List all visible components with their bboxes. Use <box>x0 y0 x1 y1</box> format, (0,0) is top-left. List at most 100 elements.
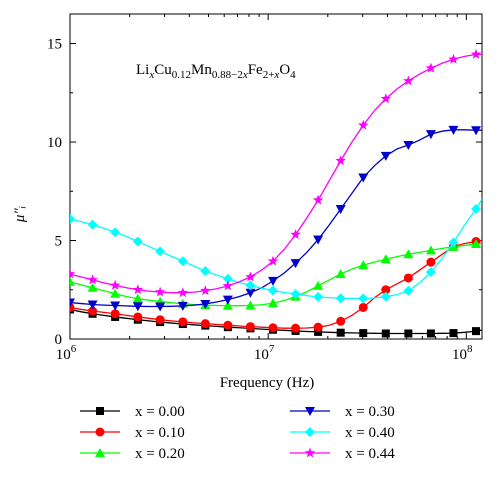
data-point <box>403 285 414 296</box>
data-point <box>312 194 324 205</box>
annotation-part: 4 <box>290 69 296 81</box>
data-point <box>290 229 301 240</box>
data-point <box>133 312 143 322</box>
data-point <box>358 302 368 312</box>
legend-marker <box>305 407 315 416</box>
y-tick-label: 5 <box>55 234 63 250</box>
data-point <box>110 309 120 319</box>
legend-item: x = 0.44 <box>290 446 395 462</box>
data-point <box>403 249 414 259</box>
data-point <box>110 288 121 298</box>
data-point <box>448 237 459 248</box>
data-point <box>87 300 98 310</box>
data-point <box>404 329 413 338</box>
data-point <box>358 119 369 130</box>
data-point <box>132 284 144 295</box>
data-point <box>268 323 278 333</box>
data-point <box>313 235 324 245</box>
legend-label: x = 0.10 <box>135 425 185 441</box>
data-point <box>426 257 436 267</box>
legend-item: x = 0.00 <box>80 404 185 420</box>
data-point <box>155 246 166 257</box>
data-point <box>381 329 390 338</box>
data-point <box>336 328 345 337</box>
annotation-part: x <box>242 69 248 81</box>
data-point <box>448 125 459 135</box>
x-tick-exponent: 8 <box>467 343 473 355</box>
data-point <box>245 300 256 310</box>
data-point <box>245 271 256 282</box>
data-point <box>132 293 143 303</box>
legend-label: x = 0.20 <box>135 446 185 462</box>
data-point <box>381 285 391 295</box>
legend-marker <box>96 407 104 415</box>
data-point <box>70 213 75 224</box>
data-point <box>132 302 143 312</box>
legend-item: x = 0.40 <box>290 425 395 441</box>
data-point <box>200 319 210 329</box>
data-point <box>245 280 256 291</box>
data-point <box>110 227 121 238</box>
legend-label: x = 0.30 <box>345 404 395 420</box>
data-point <box>335 269 346 278</box>
data-point <box>380 93 392 104</box>
data-point <box>359 329 368 338</box>
annotation-part: 2+ <box>263 69 275 81</box>
annotation-part: O <box>279 62 290 78</box>
series-5 <box>70 48 482 298</box>
data-point <box>268 276 279 286</box>
data-point <box>87 219 98 230</box>
data-point <box>154 286 166 297</box>
data-point <box>222 280 234 291</box>
data-point <box>358 293 369 304</box>
data-point <box>425 130 436 140</box>
y-tick-label: 0 <box>55 332 63 348</box>
data-point <box>223 320 233 330</box>
data-point <box>267 255 279 266</box>
data-point <box>403 75 414 86</box>
data-point <box>471 204 482 214</box>
data-point <box>155 302 166 312</box>
series-3 <box>70 125 482 312</box>
data-point <box>313 280 324 290</box>
x-tick-label: 107 <box>254 343 275 363</box>
annotation-part: x <box>273 69 279 81</box>
legend-item: x = 0.30 <box>290 404 395 420</box>
legend-marker <box>95 427 105 437</box>
data-point <box>88 306 98 316</box>
data-point <box>335 205 346 214</box>
x-tick-exponent: 7 <box>269 343 275 355</box>
data-point <box>314 327 323 336</box>
legend-marker <box>95 448 105 457</box>
data-point <box>336 316 346 326</box>
data-point <box>245 288 256 298</box>
data-point <box>403 140 414 150</box>
data-point <box>380 254 391 264</box>
x-tick-label: 108 <box>452 343 473 363</box>
data-point <box>471 239 482 249</box>
annotation-part: Cu <box>154 62 172 78</box>
annotation-part: Li <box>136 62 149 78</box>
data-point <box>222 300 233 310</box>
legend-item: x = 0.20 <box>80 446 185 462</box>
data-point <box>380 291 391 302</box>
legend-marker <box>304 447 316 458</box>
y-tick-label: 10 <box>47 135 62 151</box>
series-line <box>70 198 482 300</box>
data-point <box>200 285 211 296</box>
data-point <box>291 323 301 333</box>
data-point <box>245 322 255 332</box>
data-point <box>470 48 482 59</box>
data-point <box>313 322 323 332</box>
series-2 <box>70 239 482 310</box>
data-point <box>449 329 458 338</box>
x-tick-exponent: 6 <box>71 343 77 355</box>
data-point <box>335 293 346 304</box>
y-axis-label: μ″ᵢ <box>12 206 28 223</box>
data-point <box>222 273 233 284</box>
data-point <box>448 53 459 64</box>
data-point <box>200 266 211 277</box>
data-point <box>70 268 76 279</box>
annotation-part: 0.88−2 <box>212 69 243 81</box>
